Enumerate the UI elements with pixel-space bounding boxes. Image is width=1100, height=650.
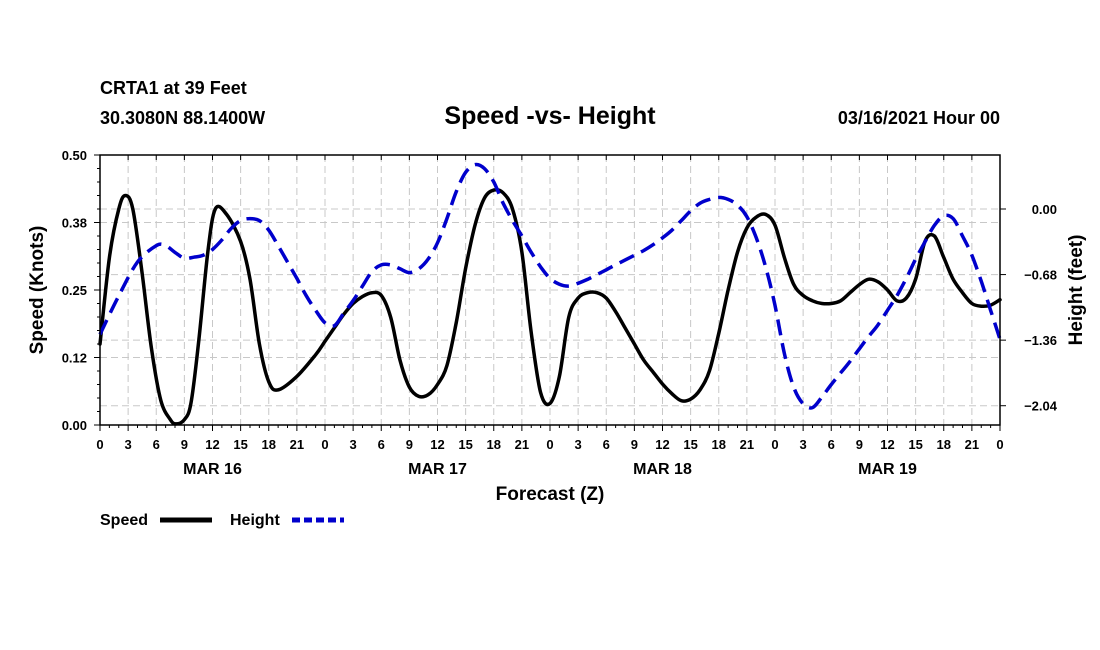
x-tick-label: 6	[153, 437, 160, 452]
location-label: 30.3080N 88.1400W	[100, 108, 265, 128]
y2-tick-label: −0.68	[1024, 268, 1057, 283]
x-tick-label: 3	[800, 437, 807, 452]
legend: Speed Height	[100, 512, 344, 529]
x-tick-label: 15	[233, 437, 247, 452]
x-tick-label: 21	[515, 437, 529, 452]
x-tick-label: 9	[856, 437, 863, 452]
x-tick-label: 3	[350, 437, 357, 452]
y-tick-label: 0.50	[62, 148, 87, 163]
y2-tick-label: 0.00	[1032, 202, 1057, 217]
x-tick-label: 21	[740, 437, 754, 452]
x-tick-label: 6	[828, 437, 835, 452]
x-tick-label: 6	[603, 437, 610, 452]
day-label: MAR 16	[183, 461, 242, 478]
x-tick-label: 18	[262, 437, 276, 452]
x-tick-label: 21	[290, 437, 304, 452]
y-tick-label: 0.12	[62, 351, 87, 366]
height-series-line	[98, 162, 1002, 410]
x-tick-label: 3	[575, 437, 582, 452]
y2-axis-title: Height (feet)	[1066, 235, 1087, 346]
tick-layer: 0 3 6 9 12 15 18 21 0 3 6 9 12 15 18 21 0 3 6 9 12 15 18 21 0 3 6 9…	[62, 148, 1058, 478]
y2-tick-label: −1.36	[1024, 333, 1057, 348]
x-tick-label: 9	[406, 437, 413, 452]
x-tick-label: 6	[378, 437, 385, 452]
x-tick-label: 0	[771, 437, 778, 452]
legend-speed-label: Speed	[100, 512, 148, 529]
x-tick-label: 21	[965, 437, 979, 452]
x-tick-label: 3	[125, 437, 132, 452]
datetime-label: 03/16/2021 Hour 00	[838, 108, 1000, 128]
x-tick-label: 9	[631, 437, 638, 452]
day-label: MAR 17	[408, 461, 467, 478]
x-tick-label: 0	[996, 437, 1003, 452]
y-axis-title: Speed (Knots)	[27, 226, 48, 355]
x-tick-label: 12	[430, 437, 444, 452]
y2-tick-label: −2.04	[1024, 399, 1058, 414]
series-layer	[98, 162, 1002, 426]
x-tick-label: 0	[546, 437, 553, 452]
x-tick-label: 0	[321, 437, 328, 452]
x-tick-label: 0	[96, 437, 103, 452]
x-tick-label: 12	[880, 437, 894, 452]
x-tick-label: 18	[712, 437, 726, 452]
legend-height-label: Height	[230, 512, 280, 529]
x-axis-title: Forecast (Z)	[496, 484, 605, 505]
x-tick-label: 12	[205, 437, 219, 452]
station-label: CRTA1 at 39 Feet	[100, 78, 247, 98]
x-tick-label: 9	[181, 437, 188, 452]
day-label: MAR 19	[858, 461, 917, 478]
x-tick-label: 15	[458, 437, 472, 452]
y-tick-label: 0.25	[62, 283, 87, 298]
day-label: MAR 18	[633, 461, 692, 478]
x-tick-label: 15	[683, 437, 697, 452]
grid-layer	[100, 155, 1000, 425]
y-tick-label: 0.00	[62, 418, 87, 433]
x-tick-label: 15	[908, 437, 922, 452]
y-tick-label: 0.38	[62, 216, 87, 231]
speed-series-line	[98, 187, 1002, 426]
x-tick-label: 18	[937, 437, 951, 452]
x-tick-label: 18	[487, 437, 501, 452]
chart-title: Speed -vs- Height	[444, 102, 656, 130]
x-tick-label: 12	[655, 437, 669, 452]
